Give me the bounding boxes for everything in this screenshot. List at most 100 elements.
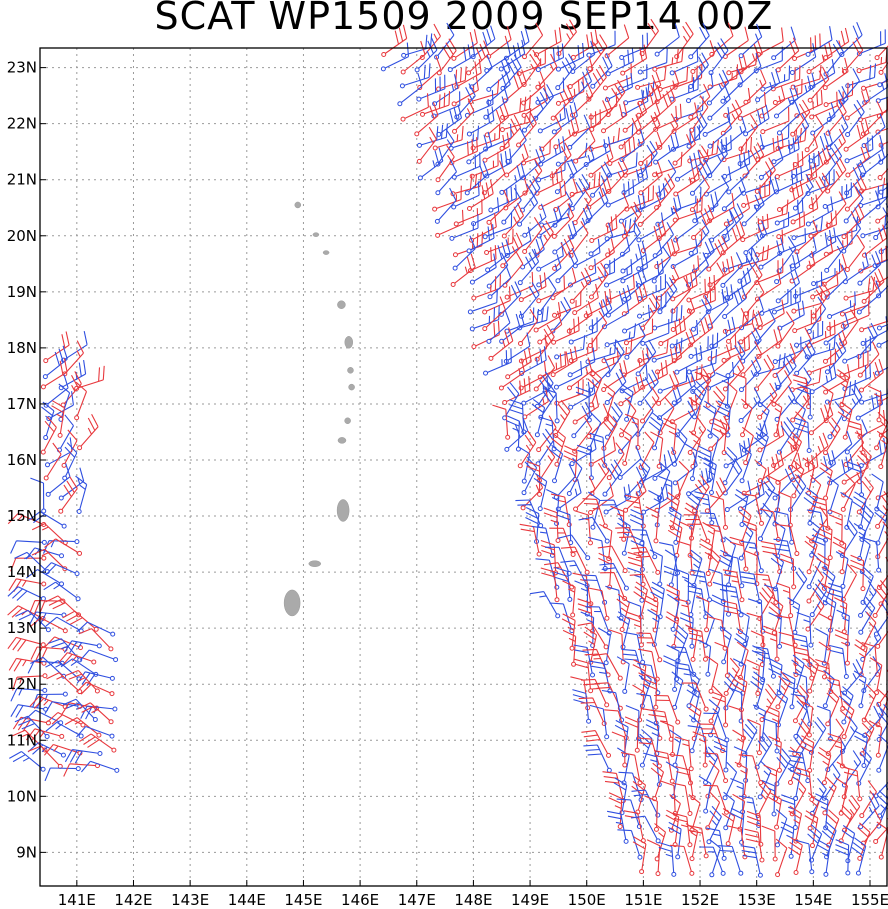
barb-station <box>604 615 610 621</box>
wind-barb <box>10 555 47 572</box>
barb-shaft <box>780 553 795 587</box>
barb-station <box>757 414 763 420</box>
wind-barb <box>635 339 657 377</box>
barb-shaft <box>538 416 555 449</box>
barb-station <box>624 416 630 422</box>
barb-station <box>861 762 867 768</box>
barb-station <box>775 842 781 848</box>
barb-shaft <box>590 295 613 329</box>
barb-shaft <box>723 203 744 237</box>
x-tick-label: 142E <box>114 891 152 909</box>
wind-barb <box>777 180 804 213</box>
wind-barb <box>843 276 876 301</box>
barb-shaft <box>759 372 782 406</box>
barb-station <box>858 703 864 709</box>
barb-station <box>805 51 811 57</box>
wind-barb <box>401 33 433 58</box>
barb-shaft <box>657 343 683 373</box>
barb-station <box>92 717 98 723</box>
barb-shaft <box>689 286 716 312</box>
barb-station <box>637 358 643 364</box>
barb-shaft <box>539 351 567 378</box>
wind-barb <box>588 222 614 257</box>
wind-barb <box>707 85 731 121</box>
barb-shaft <box>589 432 606 466</box>
wind-barb <box>690 40 716 74</box>
wind-barb <box>599 562 629 591</box>
barb-shaft <box>787 597 801 633</box>
wind-barb <box>657 367 688 394</box>
y-tick-label: 20N <box>7 227 37 245</box>
barb-shaft <box>713 418 728 453</box>
barb-shaft <box>640 161 663 194</box>
barb-station <box>537 128 543 134</box>
land-island <box>308 560 322 567</box>
barb-shaft <box>760 540 781 572</box>
barb-shaft <box>852 491 867 527</box>
barb-shaft <box>828 85 849 120</box>
barb-station <box>535 84 541 90</box>
barb-station <box>40 596 46 602</box>
wind-barb <box>637 192 662 227</box>
barb-station <box>738 612 744 618</box>
barb-station <box>861 85 867 91</box>
barb-station <box>841 734 847 740</box>
barb-shaft <box>850 554 865 589</box>
wind-barb <box>789 567 808 606</box>
barb-shaft <box>795 839 813 872</box>
barb-shaft <box>570 68 593 101</box>
barb-shaft <box>744 828 763 861</box>
wind-barb <box>738 356 762 393</box>
barb-station <box>634 747 640 753</box>
barb-shaft <box>608 274 635 301</box>
barb-station <box>756 750 762 756</box>
barb-shaft <box>759 299 785 329</box>
barb-shaft <box>554 221 578 253</box>
wind-barb <box>726 159 750 195</box>
barb-station <box>720 870 726 876</box>
wind-barb <box>570 29 599 60</box>
barb-shaft <box>575 386 590 421</box>
barb-station <box>776 767 782 773</box>
y-tick-label: 17N <box>7 395 37 413</box>
barb-shaft <box>519 306 549 329</box>
barb-shaft <box>791 567 808 603</box>
wind-barb <box>573 127 596 164</box>
wind-barb <box>616 593 630 632</box>
wind-barb <box>703 262 725 299</box>
wind-barb <box>850 554 866 592</box>
wind-barb <box>451 181 480 210</box>
wind-barb <box>554 158 578 195</box>
barb-station <box>652 325 658 331</box>
barb-shaft <box>655 103 682 130</box>
barb-shaft <box>818 523 833 558</box>
barb-shaft <box>790 474 807 510</box>
barb-station <box>555 66 561 72</box>
wind-barb <box>640 386 660 424</box>
barb-shaft <box>762 65 791 90</box>
barb-station <box>109 675 115 681</box>
wind-barb <box>601 101 628 134</box>
wind-barb <box>568 317 598 345</box>
barb-station <box>840 506 846 512</box>
wind-barb <box>740 398 753 438</box>
barb-station <box>760 129 766 135</box>
barb-shaft <box>488 309 511 342</box>
wind-barb <box>504 271 534 300</box>
barb-shaft <box>642 360 668 388</box>
barb-station <box>672 480 678 486</box>
wind-barb <box>858 182 888 209</box>
barb-station <box>655 569 661 575</box>
barb-shaft <box>743 191 765 225</box>
barb-shaft <box>521 346 547 374</box>
barb-station <box>774 824 780 830</box>
barb-station <box>690 656 696 662</box>
wind-barb <box>692 238 715 274</box>
barb-station <box>759 857 765 863</box>
wind-barb <box>568 68 593 104</box>
barb-station <box>488 355 494 361</box>
barb-shaft <box>742 341 762 376</box>
barb-station <box>772 856 778 862</box>
wind-barb <box>617 445 642 481</box>
wind-barb <box>810 270 839 300</box>
